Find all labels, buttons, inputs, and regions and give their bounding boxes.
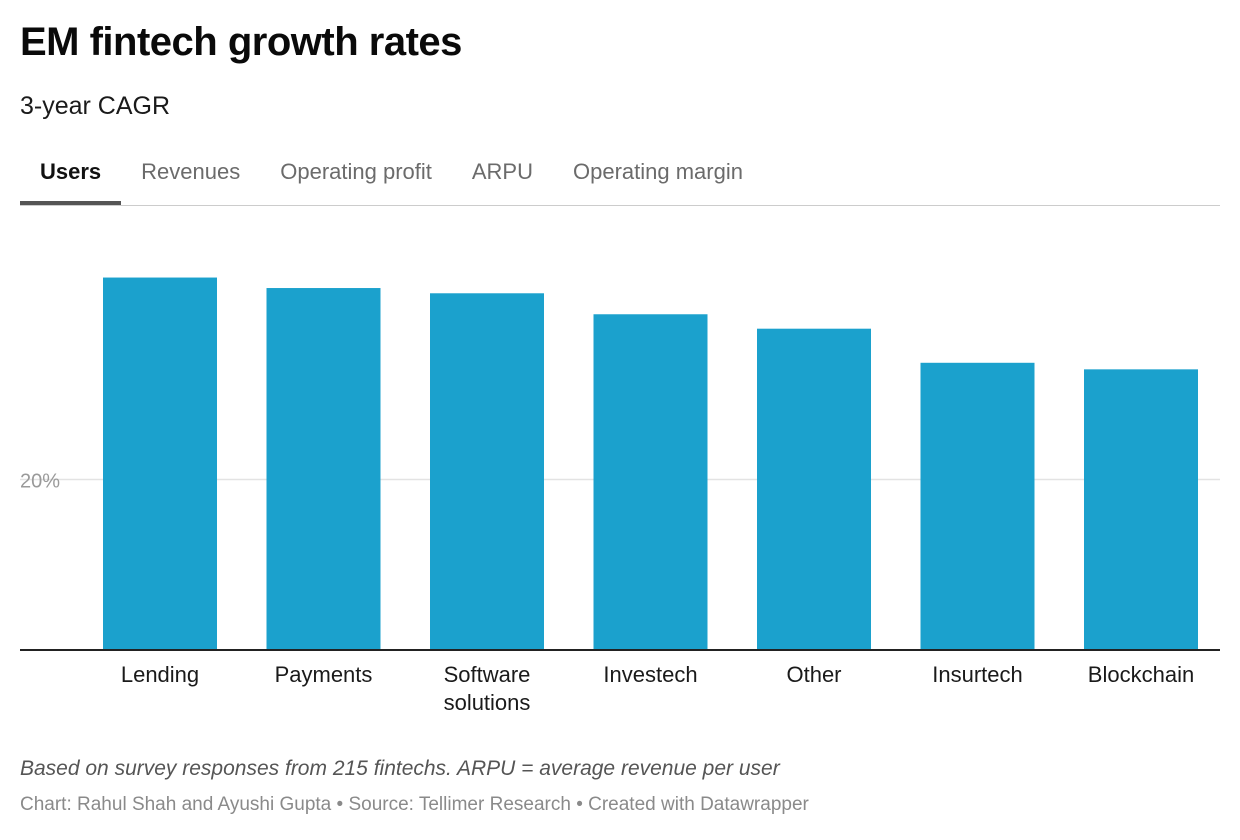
x-tick-label: solutions: [444, 690, 531, 715]
bar: [266, 288, 381, 650]
x-tick-label: Lending: [121, 662, 199, 687]
chart-credits: Chart: Rahul Shah and Ayushi Gupta • Sou…: [20, 794, 809, 815]
chart-title: EM fintech growth rates: [20, 20, 462, 64]
bar: [430, 293, 544, 650]
y-tick-label: 20%: [20, 471, 60, 493]
x-tick-label: Software: [444, 662, 531, 687]
bar-chart: 20% Lending Payments Software solutions Inves…: [20, 277, 1220, 715]
chart-note: Based on survey responses from 215 finte…: [20, 757, 780, 780]
x-tick-label: Payments: [275, 662, 373, 687]
bar: [920, 362, 1035, 650]
x-tick-label: Investech: [603, 662, 697, 687]
bar: [757, 328, 871, 650]
tab-operating-margin[interactable]: Operating margin: [573, 159, 743, 184]
x-tick-label: Other: [786, 662, 841, 687]
bar: [1084, 369, 1198, 650]
metric-tabs: Users Revenues Operating profit ARPU Ope…: [20, 150, 1220, 206]
tab-operating-profit[interactable]: Operating profit: [280, 159, 432, 184]
tab-arpu[interactable]: ARPU: [471, 159, 533, 184]
x-tick-label: Insurtech: [932, 662, 1023, 687]
chart-subtitle: 3-year CAGR: [20, 92, 171, 120]
tab-revenues[interactable]: Revenues: [141, 159, 241, 184]
bar: [593, 314, 708, 650]
tab-users[interactable]: Users: [20, 150, 122, 205]
x-tick-label: Blockchain: [1088, 662, 1194, 687]
bar: [103, 277, 217, 650]
